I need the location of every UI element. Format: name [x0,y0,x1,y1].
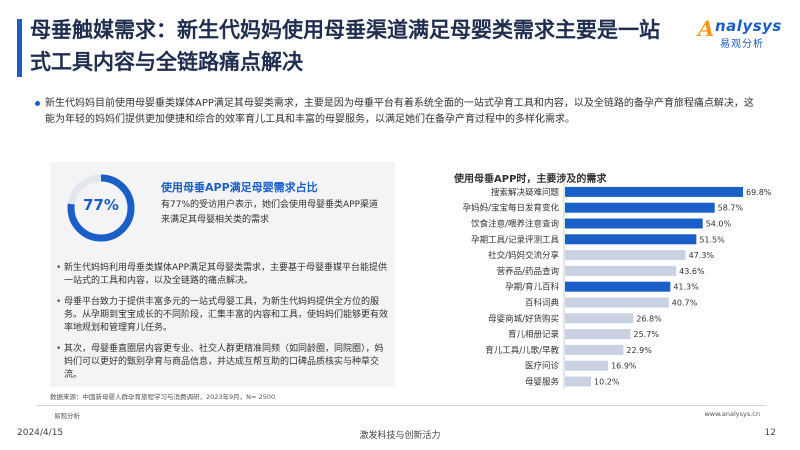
demand-bar-chart: 搜索解决疑难问题 69.8% 孕妈妈/宝宝每日发育变化 58.7% 饮食注意/喂养注意查… [463,182,772,390]
footer-divider [36,405,766,406]
logo-subtitle: 易观分析 [720,39,764,50]
chart-title: 使用母垂APP时，主要涉及的需求 [454,174,607,185]
category-label: 孕期工具/记录评测工具 [471,235,559,245]
card-heading: 使用母垂APP满足母婴需求占比 [161,181,318,194]
value-label: 22.9% [626,346,652,355]
percent-ring [67,174,135,242]
page-title: 母垂触媒需求：新生代妈妈使用母垂渠道满足母婴类需求主要是一站式工具内容与全链路痛… [30,18,660,74]
value-label: 69.8% [746,188,772,197]
category-label: 孕妈妈/宝宝每日发育变化 [463,203,560,214]
footer-url[interactable]: www.analysys.cn [704,410,760,418]
bar [565,281,671,292]
category-label: 饮食注意/喂养注意查询 [471,219,559,230]
logo-mark: A [698,16,715,41]
data-source: 数据来源：中国新母婴人群孕育旅程学习与消费调研，2023年9月，N= 2500 [50,393,276,401]
category-label: 营养品/药品查询 [497,266,559,277]
intro-bullet-icon [35,101,40,106]
value-label: 54.0% [706,220,732,229]
category-label: 社交/妈妈交流分享 [488,250,559,261]
category-label: 育儿相册记录 [508,329,560,340]
bar [565,186,743,197]
value-label: 26.8% [636,314,662,323]
bar [565,234,697,245]
bar [565,344,624,355]
bar [565,360,609,371]
page-number: 12 [764,428,776,438]
bar [565,202,715,213]
category-label: 母婴服务 [525,377,560,388]
bar [565,265,677,276]
footer-date: 2024/4/15 [17,428,64,438]
footer-logo: 易观分析 [54,412,80,420]
value-label: 10.2% [594,378,620,387]
bullet-item: 其次，母婴垂直圈层内容更专业、社交人群更精准同频（如同龄圈，同院圈），妈妈们可以… [56,343,391,382]
category-label: 搜索解决疑难问题 [491,187,560,198]
bar [565,250,686,261]
title-accent-bar [17,19,22,77]
value-label: 51.5% [699,235,725,244]
value-label: 40.7% [672,299,698,308]
bullet-item: 母垂平台致力于提供丰富多元的一站式母婴工具，为新生代妈妈提供全方位的服务。从孕期… [56,296,391,335]
category-label: 育儿工具/儿歌/早教 [485,345,559,356]
percent-label: 77% [83,196,119,214]
intro-paragraph: 新生代妈妈目前使用母婴垂类媒体APP满足其母婴类需求，主要是因为母垂平台有着系统… [45,98,754,125]
value-label: 58.7% [718,204,744,213]
ring-progress [67,174,135,242]
bullet-item: 新生代妈妈利用母垂类媒体APP满足其母婴类需求，主要基于母婴垂媒平台能提供一站式… [56,262,391,288]
value-label: 41.3% [673,283,699,292]
brand-logo: A nalysys 易观分析 [698,14,781,50]
category-label: 百科词典 [525,298,560,309]
category-label: 母婴商城/好货购买 [488,313,559,324]
value-label: 16.9% [611,362,637,371]
card-text: 有77%的受访用户表示，她们会使用母婴垂类APP渠道来满足其母婴相关类的需求 [161,200,379,225]
value-label: 47.3% [689,251,715,260]
bullet-list: 新生代妈妈利用母垂类媒体APP满足其母婴类需求，主要基于母婴垂媒平台能提供一站式… [56,262,391,390]
bar [565,329,631,340]
bar [565,297,669,308]
category-label: 孕期/育儿百科 [505,282,559,293]
value-label: 25.7% [634,330,660,339]
category-label: 医疗问诊 [525,361,560,372]
bar [565,376,592,387]
logo-text: nalysys [715,17,782,35]
value-label: 43.6% [679,267,705,276]
bar [565,313,634,324]
footer-slogan: 激发科技与创新活力 [359,431,441,441]
bar [565,218,703,229]
